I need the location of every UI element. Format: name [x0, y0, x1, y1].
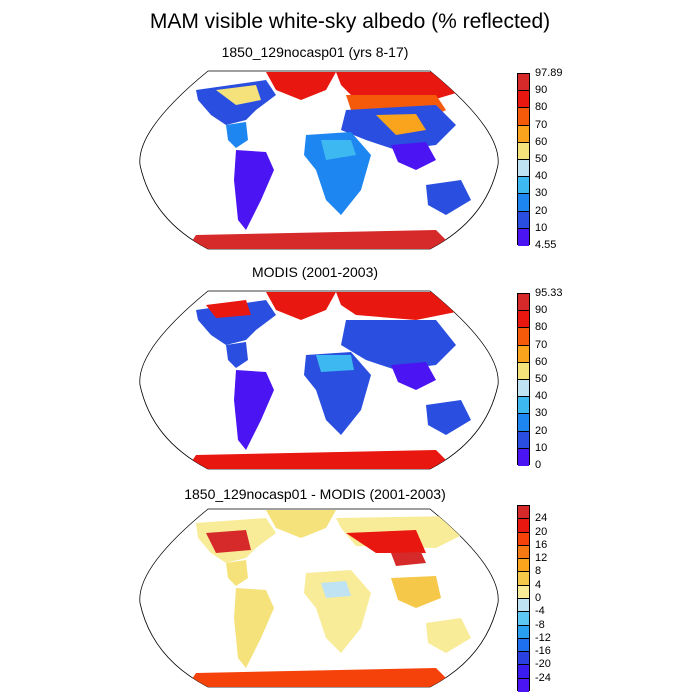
colorbar-segment	[518, 311, 529, 329]
colorbar-segment	[518, 379, 529, 398]
colorbar-segment	[518, 559, 529, 573]
colorbar-segment	[518, 652, 529, 666]
colorbar-tick-label: 60	[535, 135, 548, 148]
colorbar-segment	[518, 397, 529, 415]
colorbar-tick-label: 95.33	[535, 287, 563, 299]
colorbar-tick-label: 60	[535, 355, 548, 368]
colorbar-tick-label: -16	[535, 645, 551, 658]
colorbar-tick-label: 0	[535, 592, 542, 604]
panel-3-title: 1850_129nocasp01 - MODIS (2001-2003)	[184, 486, 446, 502]
panel-1-title: 1850_129nocasp01 (yrs 8-17)	[221, 44, 409, 60]
colorbar-tick-label: 4	[535, 578, 542, 591]
colorbar-tick-label: 20	[535, 424, 548, 437]
colorbar-tick-label: 10	[535, 221, 548, 234]
colorbar-tick-label: 20	[535, 525, 548, 538]
colorbar-tick-label: 70	[535, 118, 548, 131]
colorbar-segment	[518, 572, 529, 586]
colorbar-segment	[518, 362, 529, 380]
colorbar-segment	[518, 228, 529, 246]
colorbar-segment	[518, 506, 529, 520]
colorbar-tick-label: 8	[535, 565, 542, 578]
colorbar-tick-label: -4	[535, 605, 545, 618]
colorbar-segment	[518, 545, 529, 560]
colorbar-tick-label: -8	[535, 618, 545, 631]
colorbar-segment	[518, 678, 529, 692]
panel-3-colorbar	[517, 505, 530, 692]
colorbar-segment	[518, 638, 529, 653]
colorbar-tick-label: 16	[535, 538, 548, 551]
colorbar-tick-label: -12	[535, 631, 551, 644]
colorbar-segment	[518, 665, 529, 679]
colorbar-segment	[518, 431, 529, 449]
colorbar-tick-label: 80	[535, 101, 548, 114]
panel-2-colorbar	[517, 293, 530, 466]
colorbar-segment	[518, 612, 529, 626]
colorbar-tick-label: 50	[535, 373, 548, 385]
colorbar-tick-label: 12	[535, 552, 548, 565]
colorbar-segment	[518, 125, 529, 143]
colorbar-segment	[518, 519, 529, 533]
colorbar-tick-label: -24	[535, 671, 551, 684]
colorbar-segment	[518, 598, 529, 613]
figure-title: MAM visible white-sky albedo (% reflecte…	[149, 10, 551, 33]
colorbar-tick-label: 4.55	[535, 239, 557, 251]
colorbar-segment	[518, 91, 529, 109]
colorbar-tick-label: 10	[535, 441, 548, 454]
colorbar-segment	[518, 625, 529, 639]
panel-2-map	[139, 290, 499, 470]
colorbar-tick-label: 30	[535, 407, 548, 420]
colorbar-segment	[518, 448, 529, 466]
colorbar-segment	[518, 142, 529, 160]
colorbar-tick-label: 40	[535, 170, 548, 183]
colorbar-tick-label: 50	[535, 153, 548, 165]
panel-1-map	[139, 70, 499, 250]
colorbar-segment	[518, 74, 529, 92]
colorbar-tick-label: -20	[535, 658, 551, 671]
colorbar-tick-label: 0	[535, 459, 542, 471]
colorbar-tick-label: 20	[535, 204, 548, 217]
colorbar-segment	[518, 211, 529, 229]
colorbar-tick-label: 40	[535, 390, 548, 403]
colorbar-segment	[518, 414, 529, 432]
colorbar-segment	[518, 585, 529, 599]
colorbar-tick-label: 30	[535, 187, 548, 200]
colorbar-segment	[518, 177, 529, 195]
colorbar-segment	[518, 194, 529, 212]
panel-2-title: MODIS (2001-2003)	[251, 264, 379, 280]
colorbar-segment	[518, 345, 529, 363]
colorbar-tick-label: 90	[535, 304, 548, 317]
colorbar-tick-label: 97.89	[535, 67, 563, 79]
panel-1-colorbar	[517, 73, 530, 246]
colorbar-tick-label: 90	[535, 84, 548, 97]
panel-3-map	[139, 508, 499, 688]
colorbar-tick-label: 24	[535, 512, 548, 525]
colorbar-segment	[518, 532, 529, 546]
colorbar-segment	[518, 108, 529, 126]
colorbar-segment	[518, 328, 529, 346]
colorbar-tick-label: 70	[535, 338, 548, 351]
colorbar-segment	[518, 294, 529, 312]
colorbar-tick-label: 80	[535, 321, 548, 334]
colorbar-segment	[518, 159, 529, 178]
